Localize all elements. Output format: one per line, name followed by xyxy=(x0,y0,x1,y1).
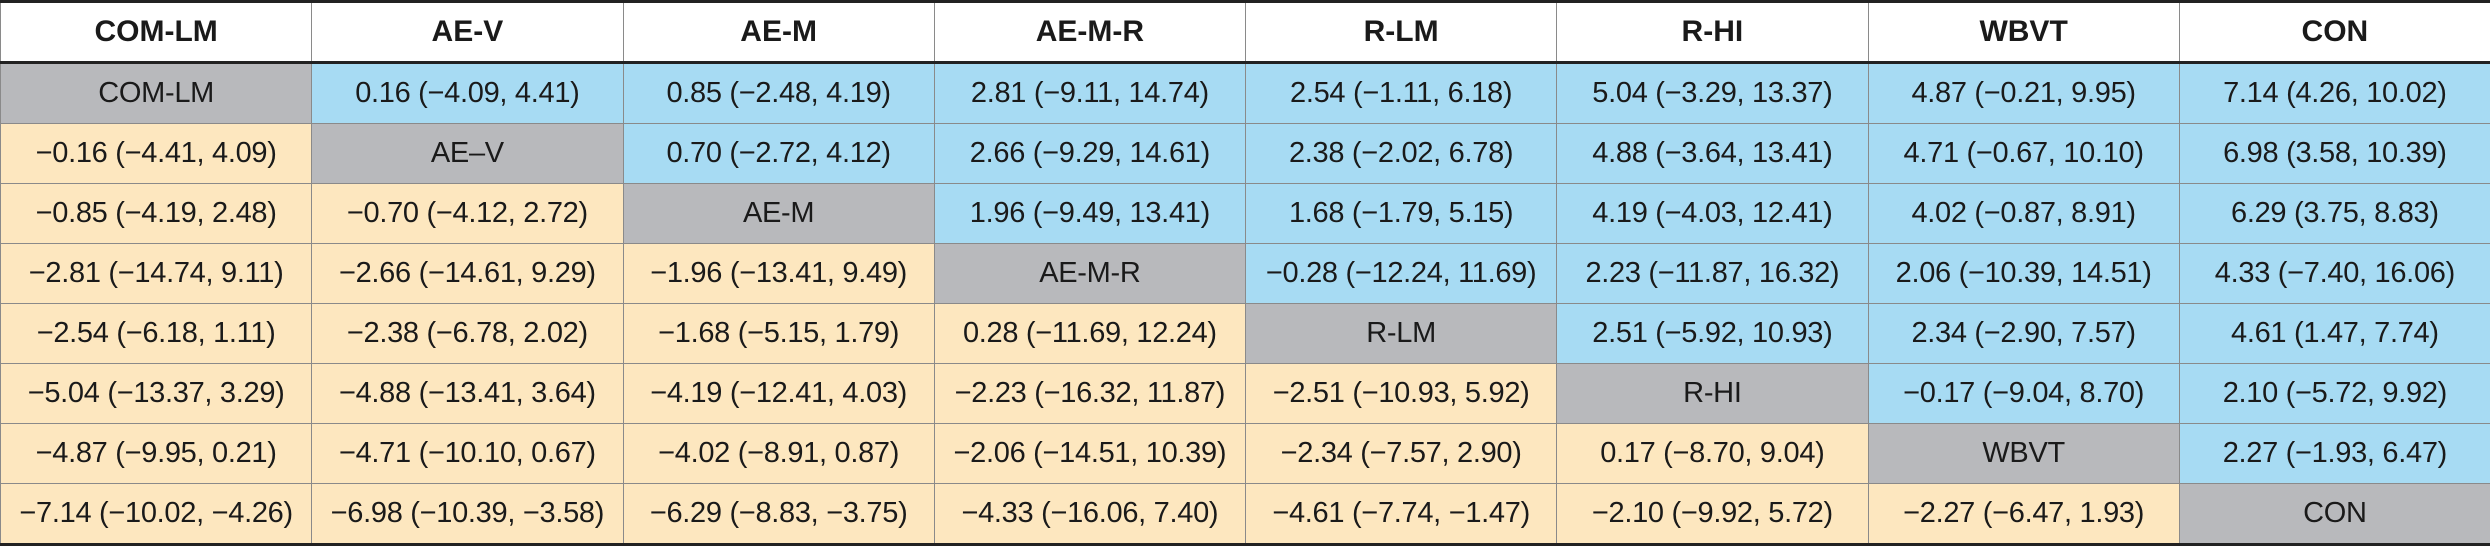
table-cell: 2.38 (−2.02, 6.78) xyxy=(1246,124,1557,184)
table-cell: −0.70 (−4.12, 2.72) xyxy=(312,184,623,244)
table-cell: 4.71 (−0.67, 10.10) xyxy=(1868,124,2179,184)
table-cell: 2.06 (−10.39, 14.51) xyxy=(1868,244,2179,304)
diagonal-cell: R-LM xyxy=(1246,304,1557,364)
column-header-com-lm: COM-LM xyxy=(1,2,312,63)
table-cell: −0.16 (−4.41, 4.09) xyxy=(1,124,312,184)
table-cell: −4.71 (−10.10, 0.67) xyxy=(312,424,623,484)
diagonal-cell: CON xyxy=(2179,484,2490,545)
table-row: −7.14 (−10.02, −4.26) −6.98 (−10.39, −3.… xyxy=(1,484,2490,545)
table-cell: −2.10 (−9.92, 5.72) xyxy=(1557,484,1868,545)
table-cell: 2.10 (−5.72, 9.92) xyxy=(2179,364,2490,424)
table-cell: 2.54 (−1.11, 6.18) xyxy=(1246,63,1557,124)
table-row: −2.54 (−6.18, 1.11) −2.38 (−6.78, 2.02) … xyxy=(1,304,2490,364)
table-cell: 6.98 (3.58, 10.39) xyxy=(2179,124,2490,184)
table-cell: 1.68 (−1.79, 5.15) xyxy=(1246,184,1557,244)
table-cell: −2.81 (−14.74, 9.11) xyxy=(1,244,312,304)
column-header-r-hi: R-HI xyxy=(1557,2,1868,63)
table-cell: 0.70 (−2.72, 4.12) xyxy=(623,124,934,184)
header-row: COM-LM AE-V AE-M AE-M-R R-LM R-HI WBVT C… xyxy=(1,2,2490,63)
table-cell: 2.27 (−1.93, 6.47) xyxy=(2179,424,2490,484)
column-header-wbvt: WBVT xyxy=(1868,2,2179,63)
table-row: −5.04 (−13.37, 3.29) −4.88 (−13.41, 3.64… xyxy=(1,364,2490,424)
table-row: COM-LM 0.16 (−4.09, 4.41) 0.85 (−2.48, 4… xyxy=(1,63,2490,124)
table-cell: −1.68 (−5.15, 1.79) xyxy=(623,304,934,364)
table-cell: −4.61 (−7.74, −1.47) xyxy=(1246,484,1557,545)
table-row: −4.87 (−9.95, 0.21) −4.71 (−10.10, 0.67)… xyxy=(1,424,2490,484)
table-cell: 4.02 (−0.87, 8.91) xyxy=(1868,184,2179,244)
table-cell: 1.96 (−9.49, 13.41) xyxy=(934,184,1245,244)
table-cell: −4.87 (−9.95, 0.21) xyxy=(1,424,312,484)
diagonal-cell: AE–V xyxy=(312,124,623,184)
table-cell: −2.66 (−14.61, 9.29) xyxy=(312,244,623,304)
table-cell: −2.38 (−6.78, 2.02) xyxy=(312,304,623,364)
table-cell: −0.85 (−4.19, 2.48) xyxy=(1,184,312,244)
table-cell: 4.61 (1.47, 7.74) xyxy=(2179,304,2490,364)
column-header-ae-m: AE-M xyxy=(623,2,934,63)
table-cell: 2.34 (−2.90, 7.57) xyxy=(1868,304,2179,364)
table-cell: −5.04 (−13.37, 3.29) xyxy=(1,364,312,424)
table-header: COM-LM AE-V AE-M AE-M-R R-LM R-HI WBVT C… xyxy=(1,2,2490,63)
table-cell: −6.98 (−10.39, −3.58) xyxy=(312,484,623,545)
table-cell: −2.34 (−7.57, 2.90) xyxy=(1246,424,1557,484)
table-row: −0.85 (−4.19, 2.48) −0.70 (−4.12, 2.72) … xyxy=(1,184,2490,244)
table-cell: 4.19 (−4.03, 12.41) xyxy=(1557,184,1868,244)
diagonal-cell: COM-LM xyxy=(1,63,312,124)
column-header-con: CON xyxy=(2179,2,2490,63)
table-cell: −2.54 (−6.18, 1.11) xyxy=(1,304,312,364)
table-cell: 0.16 (−4.09, 4.41) xyxy=(312,63,623,124)
diagonal-cell: AE-M-R xyxy=(934,244,1245,304)
table-cell: −7.14 (−10.02, −4.26) xyxy=(1,484,312,545)
table-cell: 5.04 (−3.29, 13.37) xyxy=(1557,63,1868,124)
table-cell: 2.23 (−11.87, 16.32) xyxy=(1557,244,1868,304)
table-cell: 7.14 (4.26, 10.02) xyxy=(2179,63,2490,124)
table-cell: −2.23 (−16.32, 11.87) xyxy=(934,364,1245,424)
table-cell: −4.02 (−8.91, 0.87) xyxy=(623,424,934,484)
table-cell: −4.88 (−13.41, 3.64) xyxy=(312,364,623,424)
table-cell: 6.29 (3.75, 8.83) xyxy=(2179,184,2490,244)
table-row: −2.81 (−14.74, 9.11) −2.66 (−14.61, 9.29… xyxy=(1,244,2490,304)
table-cell: −0.28 (−12.24, 11.69) xyxy=(1246,244,1557,304)
table-cell: 0.28 (−11.69, 12.24) xyxy=(934,304,1245,364)
table-cell: −2.51 (−10.93, 5.92) xyxy=(1246,364,1557,424)
table-cell: 4.88 (−3.64, 13.41) xyxy=(1557,124,1868,184)
diagonal-cell: WBVT xyxy=(1868,424,2179,484)
table-cell: 0.85 (−2.48, 4.19) xyxy=(623,63,934,124)
diagonal-cell: R-HI xyxy=(1557,364,1868,424)
table-cell: −6.29 (−8.83, −3.75) xyxy=(623,484,934,545)
table-cell: 4.33 (−7.40, 16.06) xyxy=(2179,244,2490,304)
table-cell: 2.51 (−5.92, 10.93) xyxy=(1557,304,1868,364)
table-cell: −1.96 (−13.41, 9.49) xyxy=(623,244,934,304)
diagonal-cell: AE-M xyxy=(623,184,934,244)
column-header-r-lm: R-LM xyxy=(1246,2,1557,63)
table-cell: −2.27 (−6.47, 1.93) xyxy=(1868,484,2179,545)
table-body: COM-LM 0.16 (−4.09, 4.41) 0.85 (−2.48, 4… xyxy=(1,63,2490,545)
table-cell: 4.87 (−0.21, 9.95) xyxy=(1868,63,2179,124)
table-cell: −4.33 (−16.06, 7.40) xyxy=(934,484,1245,545)
column-header-ae-v: AE-V xyxy=(312,2,623,63)
table-cell: 2.81 (−9.11, 14.74) xyxy=(934,63,1245,124)
table-cell: −2.06 (−14.51, 10.39) xyxy=(934,424,1245,484)
table-row: −0.16 (−4.41, 4.09) AE–V 0.70 (−2.72, 4.… xyxy=(1,124,2490,184)
table-cell: −0.17 (−9.04, 8.70) xyxy=(1868,364,2179,424)
table-cell: 2.66 (−9.29, 14.61) xyxy=(934,124,1245,184)
table-cell: 0.17 (−8.70, 9.04) xyxy=(1557,424,1868,484)
column-header-ae-m-r: AE-M-R xyxy=(934,2,1245,63)
table-cell: −4.19 (−12.41, 4.03) xyxy=(623,364,934,424)
